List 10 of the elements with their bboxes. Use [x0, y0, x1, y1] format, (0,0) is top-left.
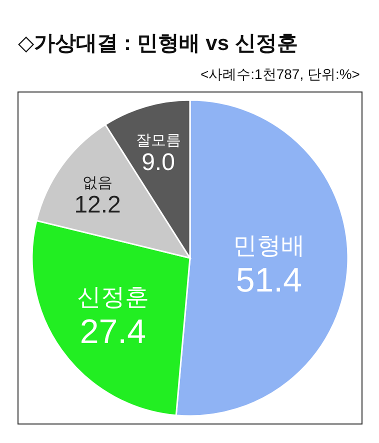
- slice-label: 잘모름: [136, 132, 181, 149]
- chart-title: ◇가상대결 : 민형배 vs 신정훈: [18, 32, 298, 55]
- data-label: 9.0: [142, 148, 175, 176]
- slice-label: 신정훈: [76, 284, 149, 312]
- data-label: 51.4: [236, 261, 302, 300]
- slice-label: 없음: [82, 174, 113, 192]
- chart-subtitle: <사례수:1천787, 단위:%>: [200, 66, 360, 82]
- slice-label: 민형배: [232, 232, 305, 260]
- data-label: 27.4: [80, 313, 146, 352]
- data-label: 12.2: [74, 192, 121, 219]
